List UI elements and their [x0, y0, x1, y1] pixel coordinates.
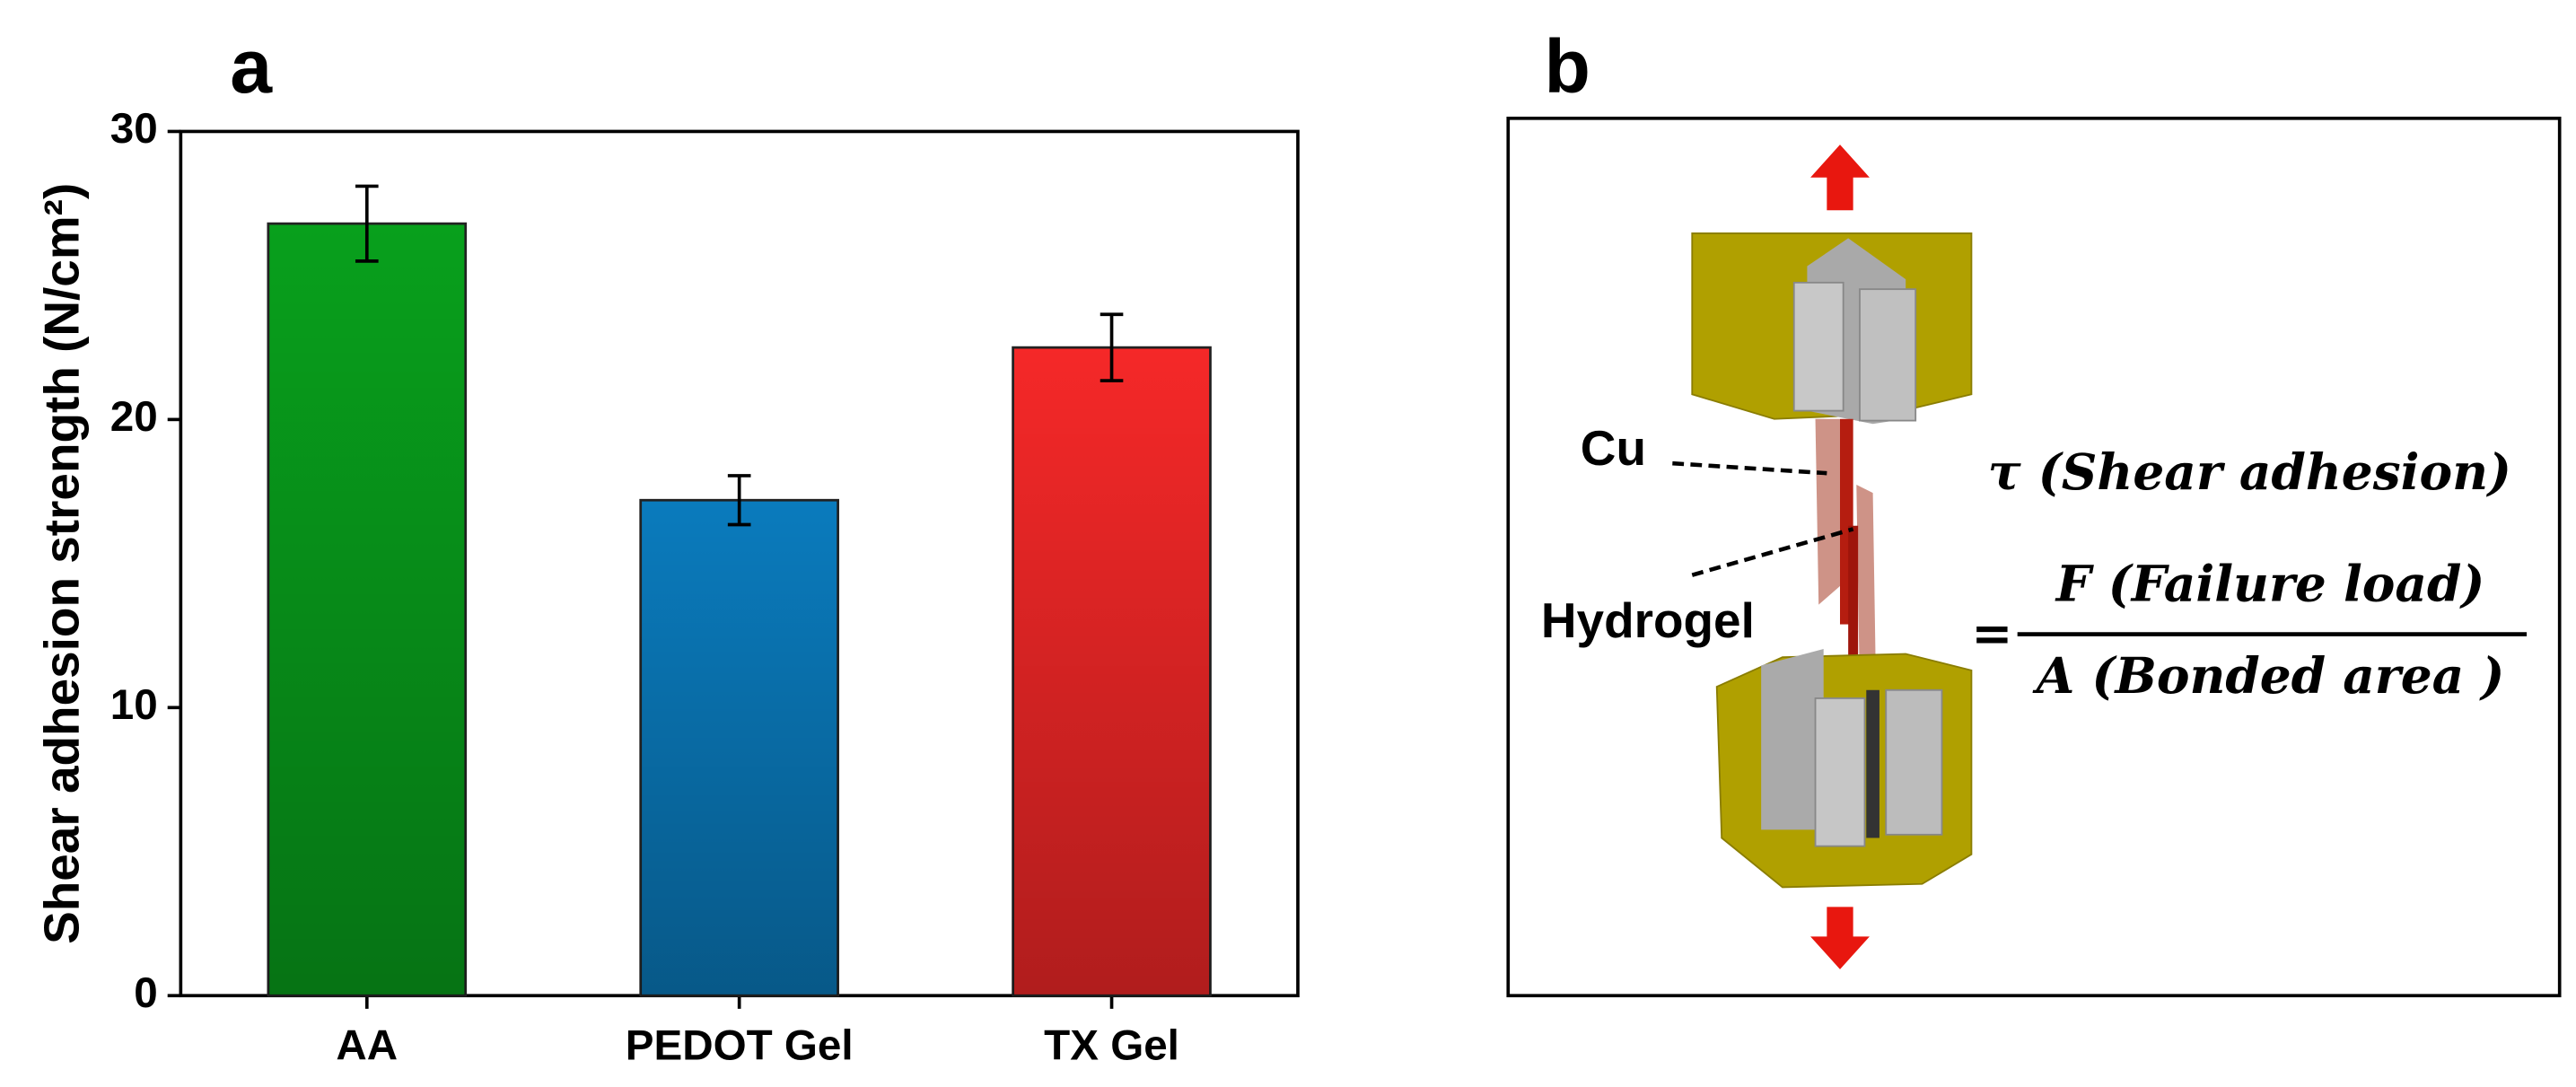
y-tick-label: 10 — [110, 681, 158, 729]
hydrogel-label: Hydrogel — [1541, 592, 1755, 648]
panel-label: b — [1545, 24, 1590, 109]
y-tick-label: 0 — [134, 969, 157, 1017]
test-apparatus — [1672, 145, 1973, 969]
bar-shade — [1012, 347, 1211, 996]
formula-numerator: F (Failure load) — [2055, 554, 2485, 612]
formula-denominator: A (Bonded area ) — [2032, 646, 2505, 705]
formula-lhs: τ (Shear adhesion) — [1988, 443, 2511, 501]
y-tick-label: 20 — [110, 393, 158, 441]
x-tick-label: AA — [336, 1021, 398, 1069]
bar-shade — [640, 500, 838, 996]
diagram-frame — [1506, 116, 2562, 998]
y-tick-label: 30 — [110, 105, 158, 153]
x-tick-label: TX Gel — [1044, 1021, 1179, 1069]
formula-equals: = — [1971, 603, 2012, 662]
x-tick-label: PEDOT Gel — [626, 1021, 854, 1069]
error-bar — [1100, 312, 1124, 382]
error-bar — [727, 474, 751, 527]
error-bar — [355, 184, 379, 263]
y-axis-label: Shear adhesion strength (N/cm²) — [34, 183, 90, 944]
bar-shade — [267, 224, 466, 996]
cu-label: Cu — [1581, 420, 1646, 476]
panel-label: a — [230, 24, 273, 109]
